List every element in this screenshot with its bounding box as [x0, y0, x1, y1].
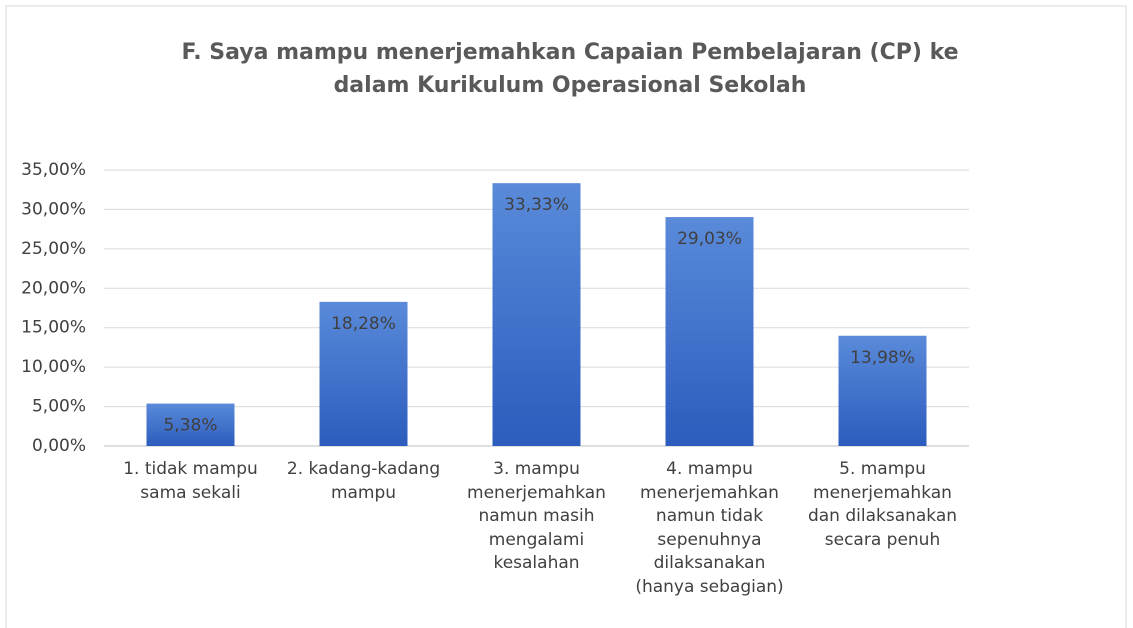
y-tick-label: 20,00%	[21, 278, 86, 298]
y-tick-label: 25,00%	[21, 239, 86, 259]
x-tick-label: 5. mampu menerjemahkan dan dilaksanakan …	[807, 459, 958, 550]
x-tick-label: 4. mampu menerjemahkan namun tidak sepen…	[635, 459, 784, 597]
data-label: 18,28%	[331, 314, 396, 334]
chart-title: F. Saya mampu menerjemahkan Capaian Pemb…	[181, 40, 959, 98]
bar	[146, 403, 235, 446]
y-tick-label: 15,00%	[21, 318, 86, 338]
bar	[838, 335, 927, 446]
data-label: 29,03%	[677, 229, 742, 249]
x-tick-label: 3. mampu menerjemahkan namun masih menga…	[467, 459, 606, 573]
y-tick-label: 30,00%	[21, 199, 86, 219]
y-tick-label: 35,00%	[21, 160, 86, 180]
bar	[492, 183, 581, 447]
data-label: 5,38%	[163, 416, 217, 436]
bar	[665, 217, 754, 446]
y-tick-label: 10,00%	[21, 357, 86, 377]
data-label: 13,98%	[850, 348, 915, 368]
y-tick-label: 5,00%	[32, 397, 86, 417]
chart-border	[5, 5, 1127, 628]
y-tick-label: 0,00%	[32, 436, 86, 456]
bar	[319, 301, 408, 446]
x-tick-label: 1. tidak mampu sama sekali	[123, 459, 258, 503]
data-label: 33,33%	[504, 195, 569, 215]
x-tick-label: 2. kadang-kadang mampu	[286, 459, 441, 503]
